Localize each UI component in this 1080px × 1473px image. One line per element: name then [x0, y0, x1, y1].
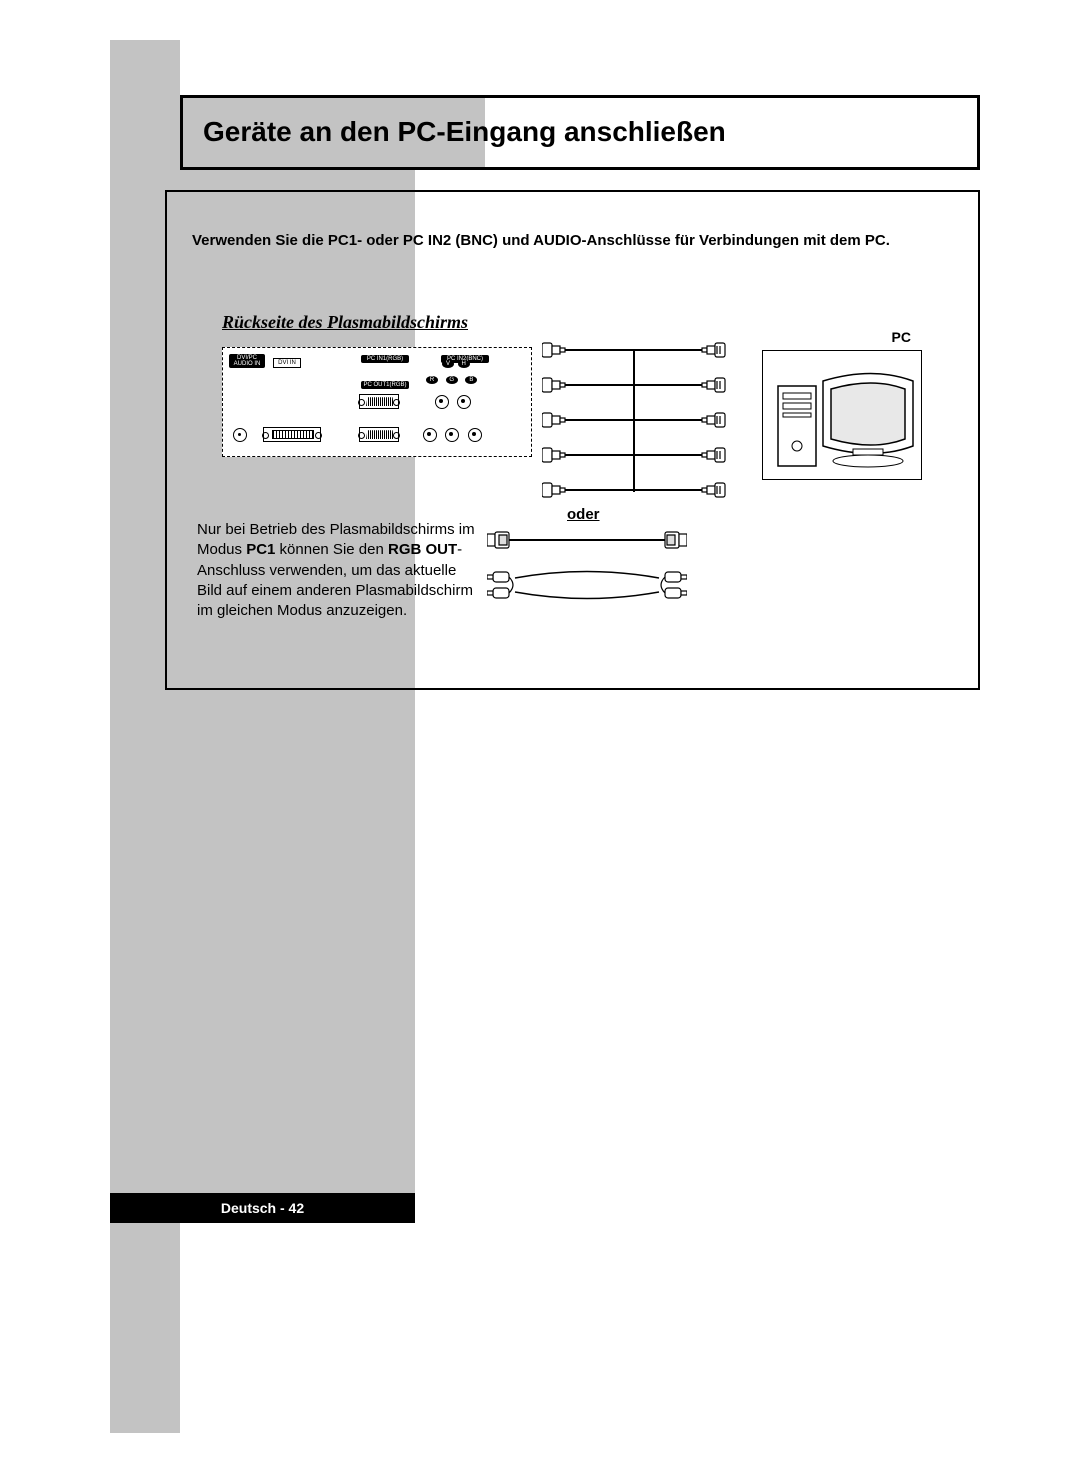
vga-port-2	[359, 427, 399, 442]
audio-jack	[233, 428, 247, 442]
pc-illustration: PC	[762, 350, 922, 480]
bnc-v-lbl: V	[442, 360, 454, 368]
pc-svg	[763, 351, 923, 481]
intro-text: Verwenden Sie die PC1- oder PC IN2 (BNC)…	[192, 232, 962, 249]
dvi-in-label: DVI IN	[273, 358, 301, 368]
pcin1-label: PC IN1(RGB)	[361, 355, 409, 363]
panel-subtitle: Rückseite des Plasmabildschirms	[222, 312, 468, 333]
vga-port-1	[359, 394, 399, 409]
page: Geräte an den PC-Eingang anschließen Ver…	[110, 40, 980, 1433]
diagram-area: DVI/PC AUDIO IN DVI IN PC IN1(RGB) PC IN…	[222, 342, 942, 502]
audio-in-label: DVI/PC AUDIO IN	[229, 354, 265, 368]
bnc-h-lbl: H	[458, 360, 470, 368]
bnc-port	[445, 428, 459, 442]
pcout-label: PC OUT1(RGB)	[361, 381, 409, 389]
title-banner: Geräte an den PC-Eingang anschließen	[180, 95, 980, 170]
cable-svg	[542, 342, 727, 507]
bnc-b-lbl: B	[465, 376, 477, 384]
oder-label: oder	[567, 506, 600, 523]
bnc-cable-bundle	[542, 342, 727, 507]
bnc-r-lbl: R	[426, 376, 438, 384]
bnc-port	[435, 395, 449, 409]
vga-cable	[487, 530, 687, 550]
bnc-port	[423, 428, 437, 442]
page-title: Geräte an den PC-Eingang anschließen	[203, 116, 726, 148]
note-paragraph: Nur bei Betrieb des Plasmabildschirms im…	[197, 520, 477, 621]
bnc-port	[457, 395, 471, 409]
page-footer: Deutsch - 42	[110, 1193, 415, 1223]
note-bold-1: PC1	[246, 541, 275, 558]
pc-label: PC	[892, 329, 911, 345]
audio-cable	[487, 570, 687, 600]
bnc-port	[468, 428, 482, 442]
note-bold-2: RGB OUT	[388, 541, 457, 558]
content-frame: Verwenden Sie die PC1- oder PC IN2 (BNC)…	[165, 190, 980, 690]
note-text-2: können Sie den	[275, 541, 388, 558]
rear-panel: DVI/PC AUDIO IN DVI IN PC IN1(RGB) PC IN…	[222, 347, 532, 457]
bnc-g-lbl: G	[446, 376, 458, 384]
dvi-port	[263, 427, 321, 442]
